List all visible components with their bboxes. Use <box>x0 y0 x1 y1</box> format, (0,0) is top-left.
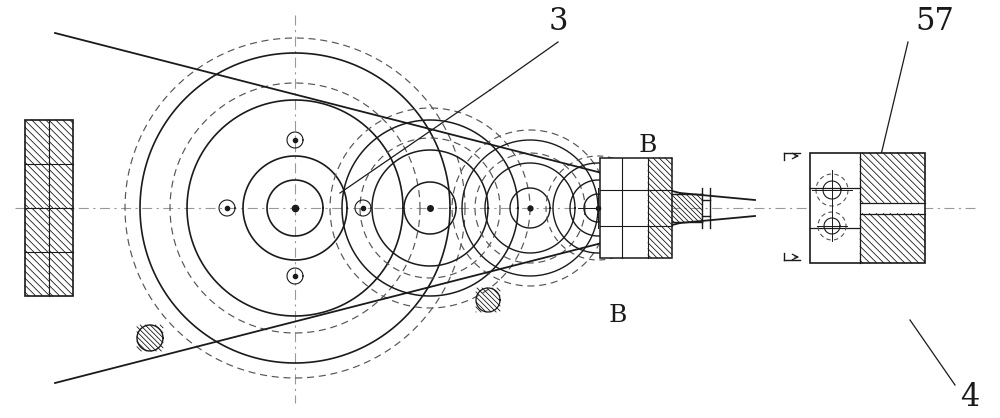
Text: B: B <box>639 133 657 156</box>
Text: 57: 57 <box>916 7 954 38</box>
Text: B: B <box>609 303 627 326</box>
Text: 3: 3 <box>548 7 568 38</box>
Text: 4: 4 <box>960 382 980 413</box>
Bar <box>600 158 672 258</box>
Bar <box>25 120 73 296</box>
Bar <box>810 153 925 263</box>
